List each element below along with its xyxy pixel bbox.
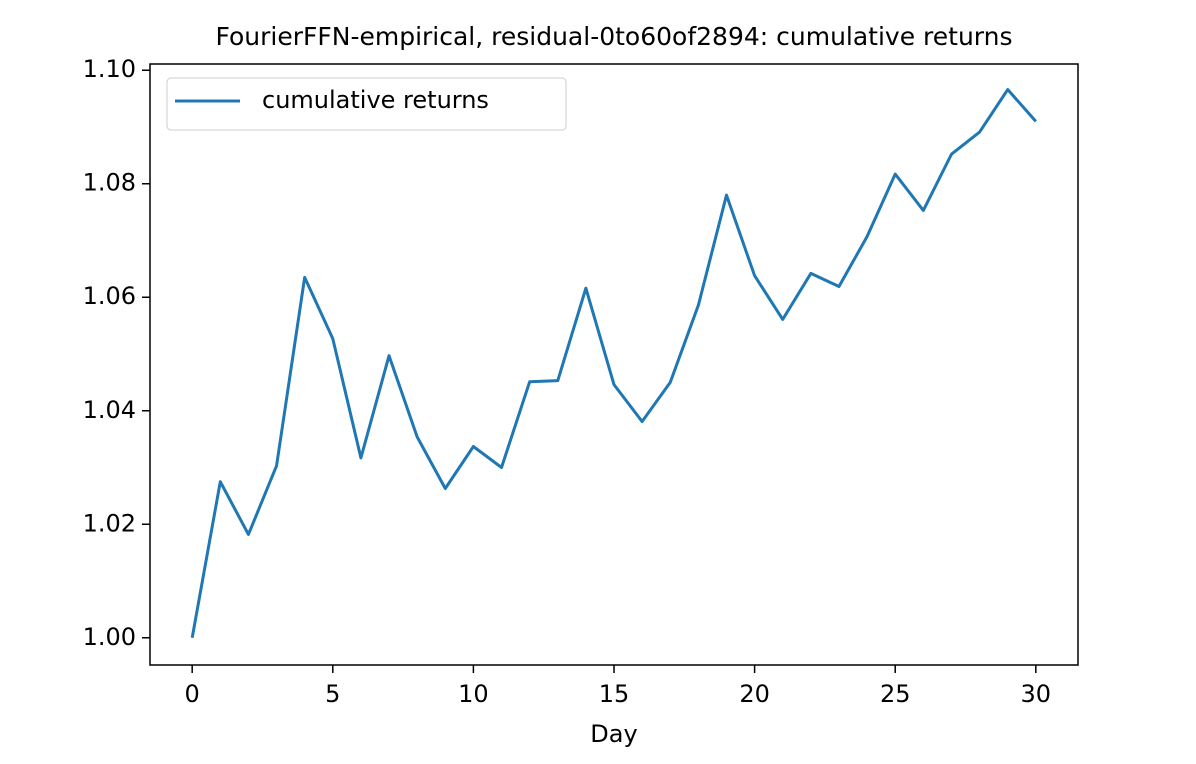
data-line [190,88,1037,639]
x-tick-label: 5 [325,680,340,708]
y-tick-label: 1.02 [83,509,136,537]
y-tick-label: 1.00 [83,623,136,651]
x-tick-label: 0 [185,680,200,708]
y-tick-label: 1.04 [83,396,136,424]
x-tick-label: 15 [599,680,630,708]
x-tick-label: 10 [458,680,489,708]
x-tick-label: 20 [739,680,770,708]
y-tick-label: 1.10 [83,55,136,83]
x-tick-label: 25 [880,680,911,708]
legend-label: cumulative returns [262,86,489,114]
y-tick-label: 1.08 [83,169,136,197]
x-tick-label: 30 [1021,680,1052,708]
plot-frame [149,63,1079,666]
legend-box [166,77,567,131]
chart-title: FourierFFN-empirical, residual-0to60of28… [215,22,1012,51]
x-axis-label: Day [590,720,637,748]
y-tick-label: 1.06 [83,282,136,310]
